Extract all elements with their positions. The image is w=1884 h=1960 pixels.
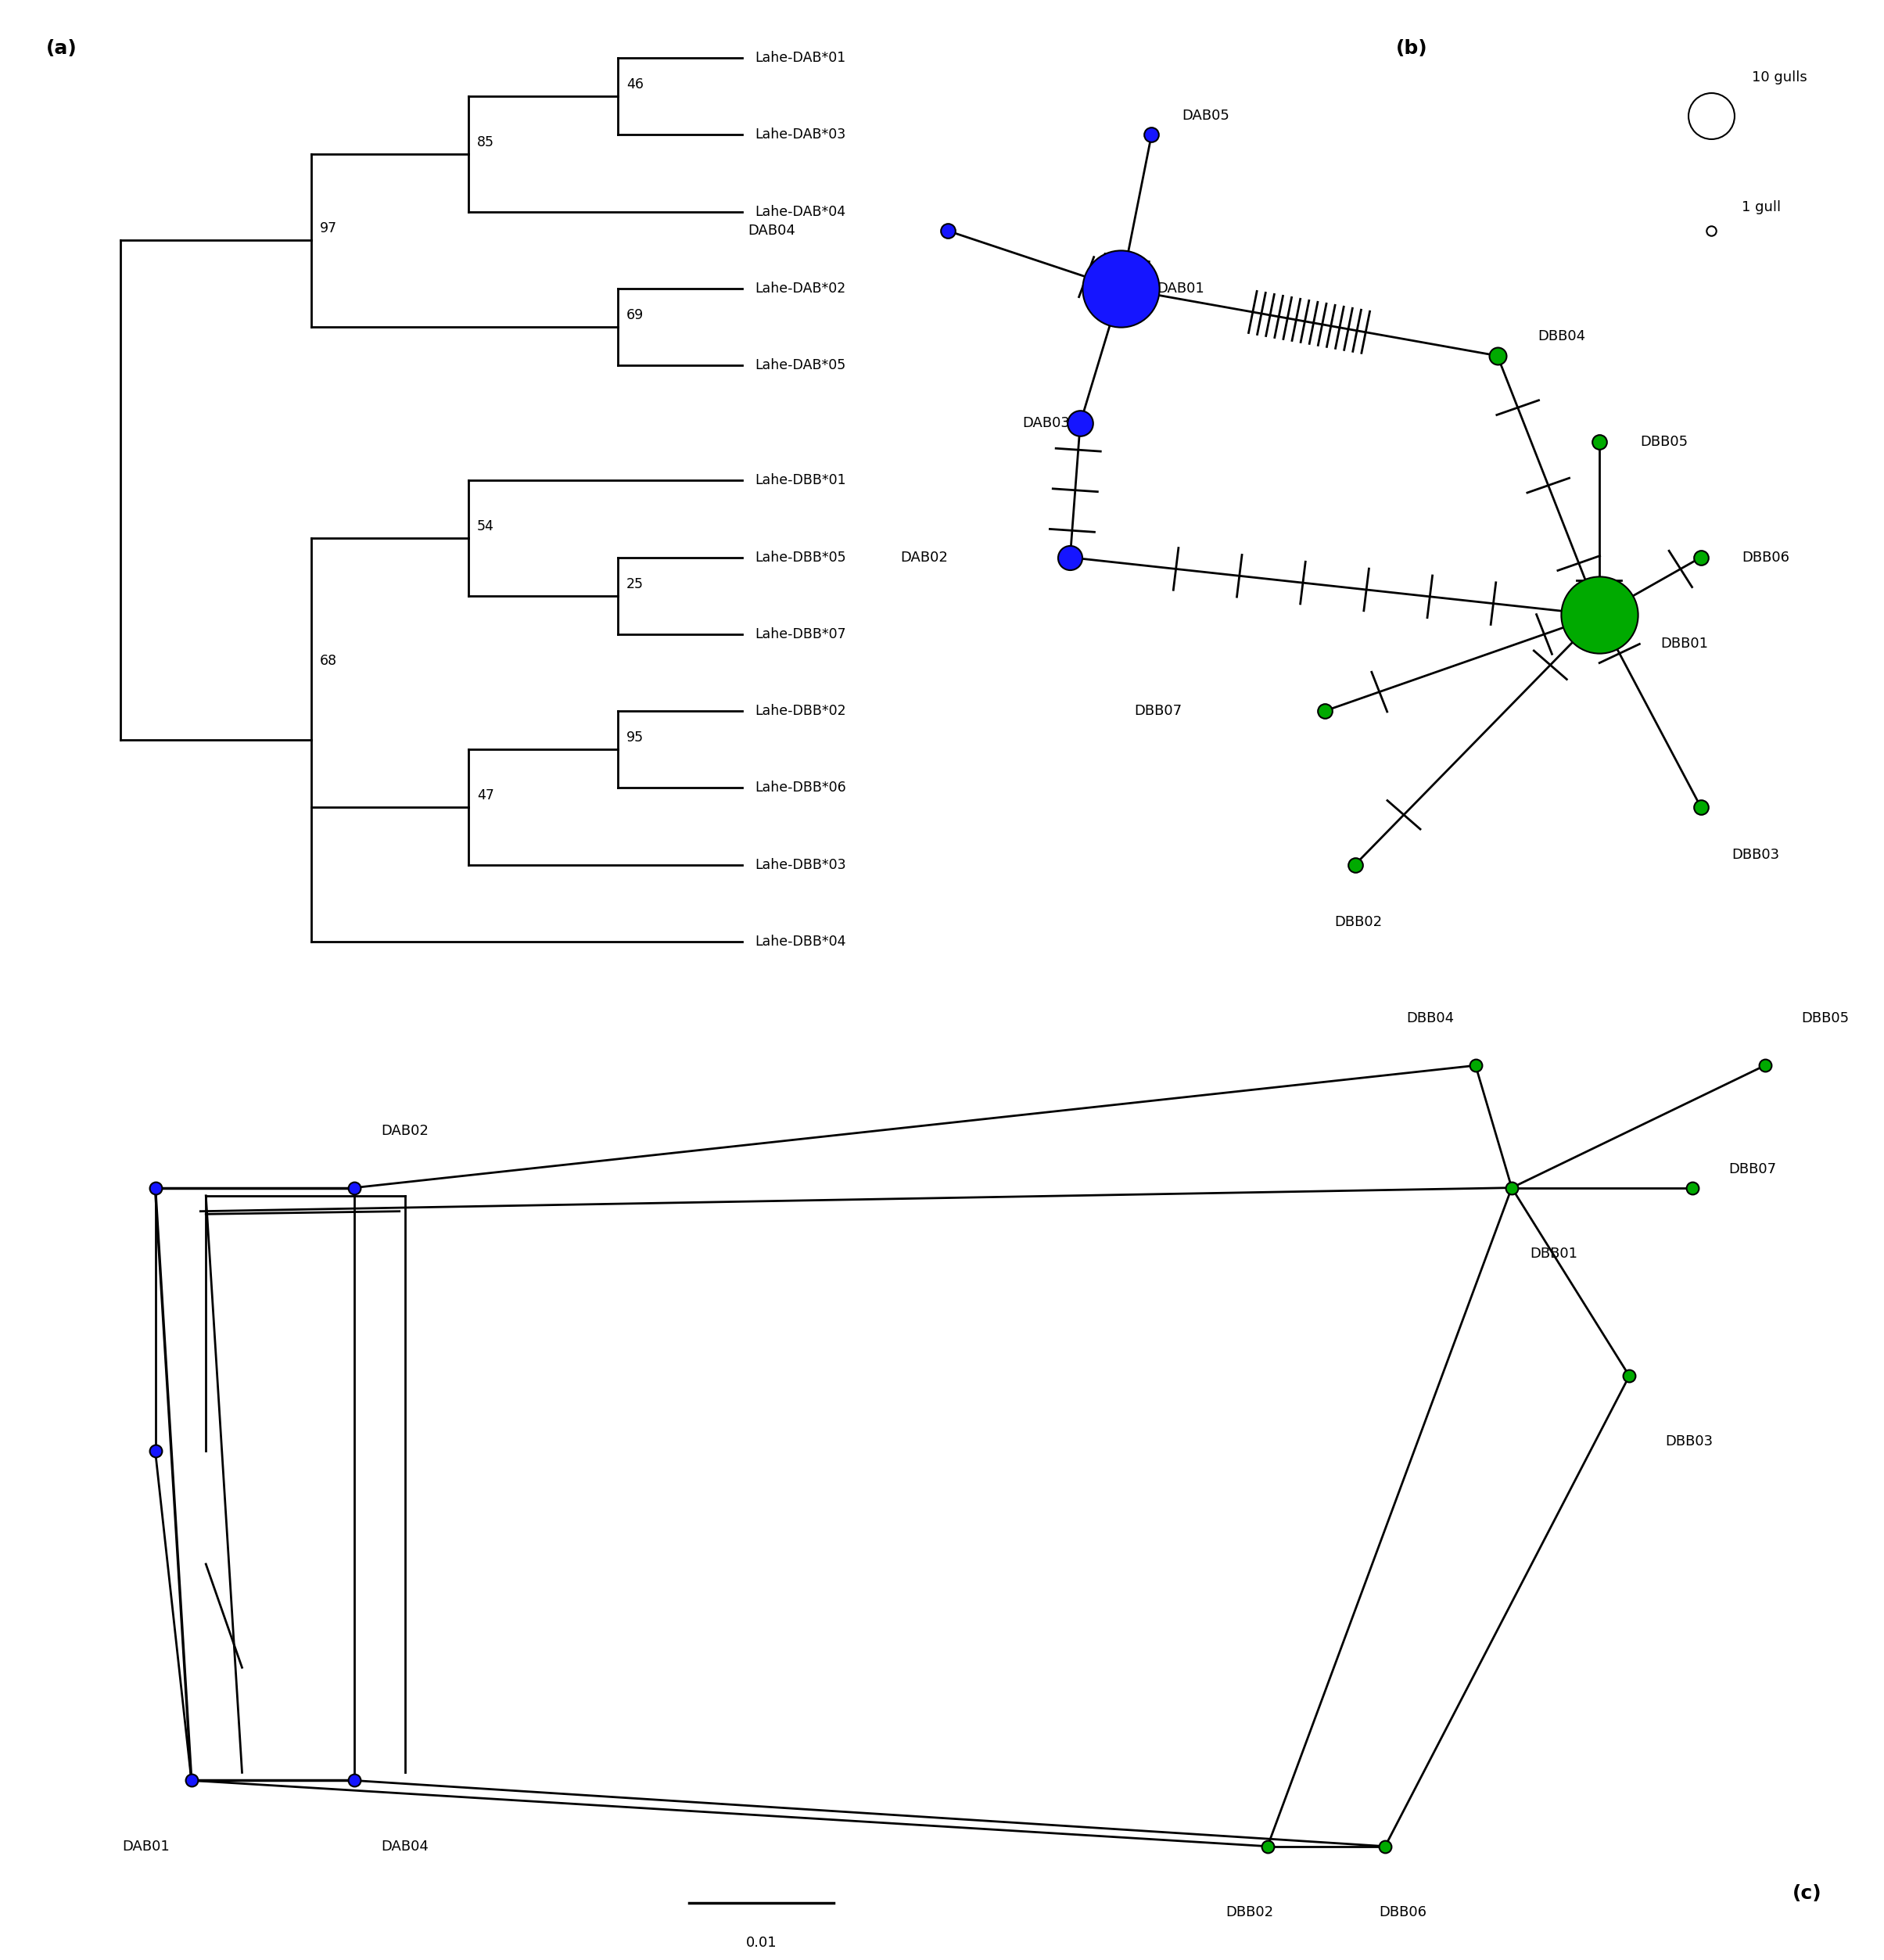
Point — [1253, 1831, 1283, 1862]
Text: Lahe-DBB*02: Lahe-DBB*02 — [755, 704, 846, 717]
Text: DAB05: DAB05 — [1181, 108, 1230, 123]
Text: DAB01: DAB01 — [1157, 282, 1204, 296]
Text: DAB01: DAB01 — [122, 1838, 170, 1854]
Text: DBB05: DBB05 — [1639, 435, 1688, 449]
Text: DBB04: DBB04 — [1407, 1011, 1454, 1025]
Point — [1106, 272, 1136, 304]
Text: 0.01: 0.01 — [746, 1936, 776, 1950]
Point — [1460, 1051, 1490, 1082]
Point — [1686, 792, 1716, 823]
Text: 69: 69 — [625, 308, 644, 321]
Point — [1496, 1172, 1526, 1203]
Point — [139, 1435, 170, 1466]
Point — [339, 1172, 369, 1203]
Point — [139, 1172, 170, 1203]
Text: DBB04: DBB04 — [1537, 329, 1586, 343]
Point — [1584, 600, 1615, 631]
Text: Lahe-DBB*05: Lahe-DBB*05 — [755, 551, 846, 564]
Point — [1615, 1360, 1645, 1392]
Text: Lahe-DAB*01: Lahe-DAB*01 — [755, 51, 846, 65]
Text: (a): (a) — [45, 39, 77, 57]
Text: (b): (b) — [1396, 39, 1428, 57]
Point — [1696, 100, 1726, 131]
Text: 95: 95 — [625, 731, 644, 745]
Text: (c): (c) — [1792, 1884, 1822, 1903]
Text: 10 gulls: 10 gulls — [1752, 71, 1807, 84]
Point — [1370, 1831, 1400, 1862]
Text: 97: 97 — [320, 221, 337, 235]
Text: Lahe-DAB*04: Lahe-DAB*04 — [755, 204, 846, 220]
Text: 46: 46 — [625, 78, 644, 92]
Text: DBB07: DBB07 — [1134, 704, 1181, 717]
Text: DBB01: DBB01 — [1530, 1247, 1577, 1260]
Point — [339, 1764, 369, 1795]
Point — [1340, 849, 1370, 880]
Text: DBB05: DBB05 — [1801, 1011, 1848, 1025]
Text: DBB07: DBB07 — [1730, 1162, 1777, 1176]
Point — [1686, 541, 1716, 572]
Text: Lahe-DAB*05: Lahe-DAB*05 — [755, 359, 846, 372]
Point — [1483, 339, 1513, 370]
Text: 68: 68 — [320, 655, 337, 668]
Text: Lahe-DAB*03: Lahe-DAB*03 — [755, 127, 846, 141]
Point — [1677, 1172, 1707, 1203]
Text: DBB01: DBB01 — [1660, 637, 1709, 651]
Text: DAB02: DAB02 — [381, 1125, 430, 1139]
Point — [1064, 408, 1095, 439]
Text: DBB03: DBB03 — [1731, 849, 1778, 862]
Point — [1584, 427, 1615, 459]
Point — [1309, 696, 1340, 727]
Text: Lahe-DAB*02: Lahe-DAB*02 — [755, 282, 846, 296]
Text: Lahe-DBB*04: Lahe-DBB*04 — [755, 935, 846, 949]
Text: DAB04: DAB04 — [748, 223, 795, 237]
Text: 85: 85 — [477, 135, 494, 149]
Text: DBB06: DBB06 — [1741, 551, 1790, 564]
Point — [1696, 216, 1726, 247]
Point — [1136, 120, 1166, 151]
Text: Lahe-DBB*03: Lahe-DBB*03 — [755, 858, 846, 872]
Text: Lahe-DBB*07: Lahe-DBB*07 — [755, 627, 846, 641]
Text: DBB02: DBB02 — [1226, 1905, 1274, 1919]
Text: DBB03: DBB03 — [1665, 1435, 1713, 1448]
Text: 1 gull: 1 gull — [1741, 200, 1780, 214]
Text: Lahe-DBB*06: Lahe-DBB*06 — [755, 780, 846, 796]
Text: DAB04: DAB04 — [381, 1838, 430, 1854]
Point — [1750, 1051, 1780, 1082]
Text: 47: 47 — [477, 788, 494, 802]
Text: DBB06: DBB06 — [1379, 1905, 1426, 1919]
Text: 25: 25 — [625, 576, 644, 592]
Text: 54: 54 — [477, 519, 494, 533]
Point — [177, 1764, 207, 1795]
Text: DAB03: DAB03 — [1023, 416, 1070, 429]
Text: DBB02: DBB02 — [1334, 915, 1383, 929]
Text: DAB02: DAB02 — [901, 551, 948, 564]
Text: Lahe-DBB*01: Lahe-DBB*01 — [755, 474, 846, 488]
Point — [933, 216, 963, 247]
Point — [1055, 541, 1085, 572]
